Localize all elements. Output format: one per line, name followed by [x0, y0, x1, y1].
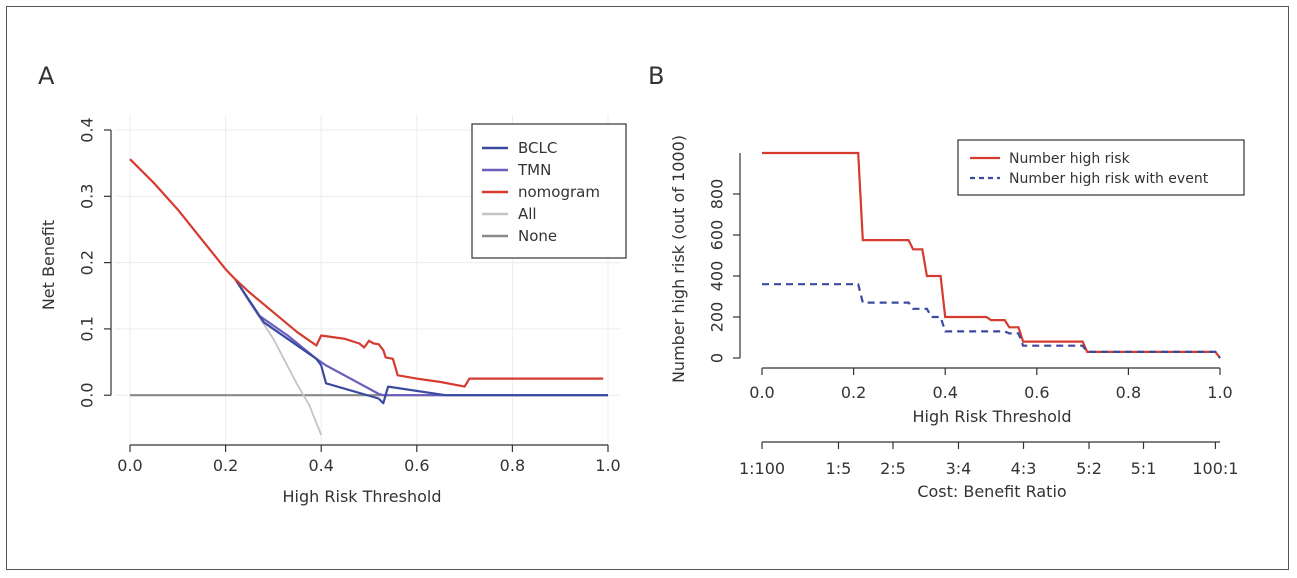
series-line-bclc	[234, 278, 608, 405]
chart-b-legend: Number high risk Number high risk with ev…	[957, 139, 1245, 196]
series-line-number-high-risk-with-event	[762, 283, 1221, 359]
legend-label-bclc: BCLC	[518, 139, 557, 157]
chart-b-secondary-xtick-label: 100:1	[1192, 459, 1238, 478]
chart-b-secondary-xtick-label: 1:100	[739, 459, 785, 478]
chart-a-ytick-label: 0.3	[78, 184, 97, 209]
series-line-tmn	[234, 278, 608, 397]
legend-label-nomogram: nomogram	[518, 183, 600, 201]
chart-b-secondary-axis: 1:100 1:5 2:5 3:4 4:3 5:2 5:1 100:1	[739, 441, 1238, 478]
chart-b: 0.0 0.2 0.4 0.6 0.8 1.0 0 200 400 600 800 High Ris…	[669, 135, 1245, 501]
chart-b-xtick-label: 0.8	[1116, 383, 1141, 402]
chart-b-series	[762, 151, 1221, 359]
chart-a: 0.0 0.2 0.4 0.6 0.8 1.0 0.0 0.1 0.2 0.3 0.4 High R…	[39, 115, 627, 506]
chart-b-xtick-label: 0.2	[841, 383, 866, 402]
legend-label-tmn: TMN	[517, 161, 551, 179]
chart-b-secondary-xtick-label: 2:5	[880, 459, 906, 478]
chart-a-ytick-label: 0.1	[78, 316, 97, 341]
chart-b-ytick-label: 800	[708, 179, 727, 210]
chart-b-ytick-label: 200	[708, 302, 727, 333]
chart-a-xtick-label: 0.0	[117, 456, 142, 475]
chart-b-xtick-label: 0.4	[932, 383, 957, 402]
chart-a-axes: 0.0 0.2 0.4 0.6 0.8 1.0 0.0 0.1 0.2 0.3 0.4	[78, 117, 621, 475]
chart-b-xtick-label: 0.0	[749, 383, 774, 402]
chart-a-xtick-label: 0.4	[308, 456, 333, 475]
chart-a-xtick-label: 1.0	[595, 456, 620, 475]
chart-a-ytick-label: 0.4	[78, 117, 97, 142]
chart-b-xtick-label: 1.0	[1207, 383, 1232, 402]
chart-b-secondary-xtick-label: 3:4	[946, 459, 972, 478]
chart-b-axes: 0.0 0.2 0.4 0.6 0.8 1.0 0 200 400 600 800	[708, 153, 1233, 402]
chart-b-secondary-xtick-label: 1:5	[826, 459, 852, 478]
series-line-all	[234, 278, 323, 436]
chart-a-xlabel: High Risk Threshold	[283, 487, 442, 506]
legend-label-number-high-risk: Number high risk	[1009, 151, 1131, 167]
chart-a-ytick-label: 0.0	[78, 382, 97, 407]
chart-a-ytick-label: 0.2	[78, 250, 97, 275]
chart-b-ytick-label: 600	[708, 220, 727, 251]
figure-frame	[6, 6, 1289, 570]
chart-a-xtick-label: 0.2	[213, 456, 238, 475]
legend-label-all: All	[518, 205, 537, 223]
chart-a-series	[129, 158, 608, 436]
chart-b-ytick-label: 400	[708, 261, 727, 292]
chart-b-legend-box	[957, 139, 1245, 196]
chart-b-secondary-xtick-label: 4:3	[1011, 459, 1037, 478]
chart-b-secondary-xtick-label: 5:2	[1076, 459, 1102, 478]
chart-a-legend: BCLC TMN nomogram All None	[471, 123, 627, 259]
chart-a-xtick-label: 0.6	[404, 456, 429, 475]
chart-b-ylabel: Number high risk (out of 1000)	[669, 135, 688, 383]
chart-a-xtick-label: 0.8	[500, 456, 525, 475]
panel-a-label: A	[38, 62, 55, 90]
chart-b-xtick-label: 0.6	[1024, 383, 1049, 402]
legend-label-none: None	[518, 227, 557, 245]
series-line-number-high-risk	[762, 151, 1221, 359]
chart-a-ylabel: Net Benefit	[39, 220, 58, 310]
panel-b-label: B	[648, 62, 664, 90]
series-line-nomogram	[129, 158, 604, 388]
chart-b-secondary-xtick-label: 5:1	[1131, 459, 1157, 478]
legend-label-number-high-risk-with-event: Number high risk with event	[1009, 171, 1209, 187]
chart-b-xlabel: High Risk Threshold	[913, 407, 1072, 426]
chart-b-ytick-label: 0	[708, 353, 727, 363]
chart-b-secondary-xlabel: Cost: Benefit Ratio	[917, 482, 1066, 501]
